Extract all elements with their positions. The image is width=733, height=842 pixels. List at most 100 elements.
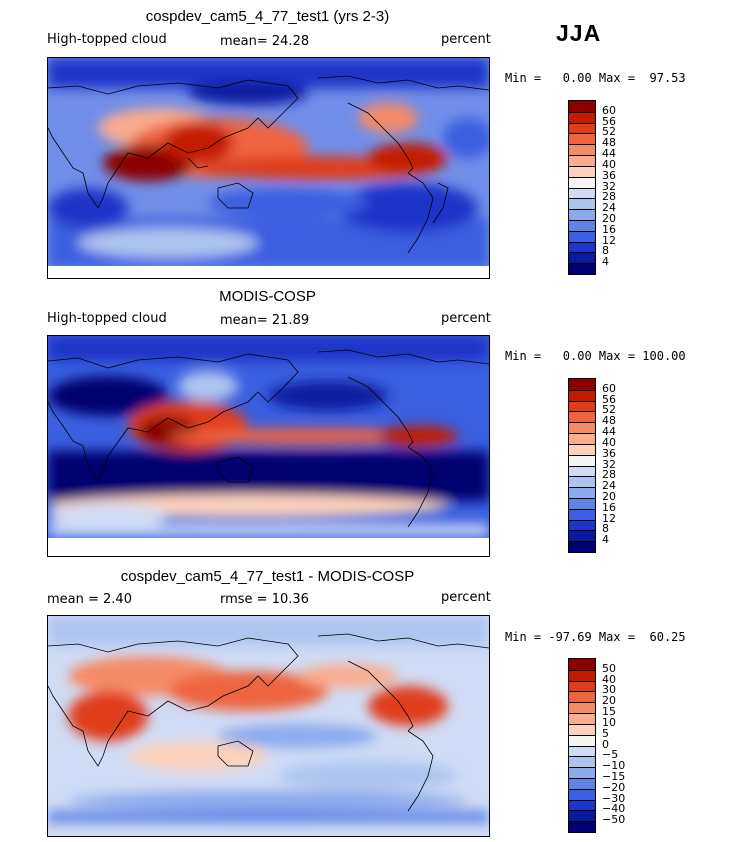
panel3-map-svg — [48, 616, 489, 836]
panel1-colorbar-ticks: 60 56 52 48 44 40 36 32 28 24 20 16 12 8 4 — [602, 100, 632, 273]
panel3-colorbar-tick: −20 — [602, 780, 626, 794]
panel3-colorbar-tick: −15 — [602, 769, 626, 783]
panel1-colorbar-box — [569, 252, 595, 264]
panel1-colorbar-tick: 52 — [602, 125, 616, 139]
panel1-colorbar-box — [569, 230, 595, 242]
panel3-minmax: Min = -97.69 Max = 60.25 — [505, 630, 686, 644]
panel3-colorbar-box — [569, 777, 595, 789]
panel2-colorbar-tick: 36 — [602, 446, 616, 460]
panel3-colorbar-box — [569, 680, 595, 692]
panel3-units-label: percent — [441, 590, 491, 605]
panel2-colorbar-tick: 8 — [602, 522, 609, 536]
panel3-colorbar-tick: −40 — [602, 802, 626, 816]
panel1-colorbar-box — [569, 187, 595, 199]
panel3-colorbar-tick: 50 — [602, 661, 616, 675]
panel2-colorbar-tick: 56 — [602, 392, 616, 406]
panel2-colorbar-box — [569, 530, 595, 542]
panel3-colorbar-box — [569, 745, 595, 757]
panel3-colorbar-box — [569, 734, 595, 746]
panel2-colorbar-tick: 12 — [602, 511, 616, 525]
panel3-colorbar — [568, 658, 596, 833]
panel3-colorbar-box — [569, 821, 595, 832]
panel3-colorbar-tick: 10 — [602, 715, 616, 729]
panel2-colorbar — [568, 378, 596, 553]
panel2-colorbar-box — [569, 454, 595, 466]
panel2-title: MODIS-COSP — [219, 288, 316, 305]
panel1-colorbar-box — [569, 263, 595, 274]
panel2-colorbar-tick: 48 — [602, 414, 616, 428]
panel1-colorbar — [568, 100, 596, 275]
panel3-rmse-label: rmse = 10.36 — [220, 592, 309, 607]
panel2-colorbar-tick: 16 — [602, 500, 616, 514]
panel3-colorbar-tick: 30 — [602, 683, 616, 697]
panel1-colorbar-tick: 32 — [602, 179, 616, 193]
panel2-minmax: Min = 0.00 Max = 100.00 — [505, 349, 686, 363]
panel2-mean-label: mean= 21.89 — [220, 313, 310, 328]
panel3-colorbar-box — [569, 659, 595, 670]
panel3-coastlines — [48, 633, 489, 812]
panel1-colorbar-tick: 40 — [602, 157, 616, 171]
panel1-colorbar-tick: 16 — [602, 222, 616, 236]
panel3-colorbar-box — [569, 810, 595, 822]
panel1-colorbar-box — [569, 101, 595, 112]
panel3-colorbar-box — [569, 723, 595, 735]
panel2-field — [48, 336, 489, 536]
panel3-colorbar-tick: 40 — [602, 672, 616, 686]
panel2-colorbar-tick: 60 — [602, 381, 616, 395]
panel2-colorbar-tick: 40 — [602, 435, 616, 449]
panel2-colorbar-box — [569, 379, 595, 390]
panel3-colorbar-box — [569, 713, 595, 724]
panel1-colorbar-box — [569, 209, 595, 220]
panel1-mean-label: mean= 24.28 — [220, 34, 310, 49]
panel1-title: cospdev_cam5_4_77_test1 (yrs 2-3) — [145, 8, 390, 25]
panel3-colorbar-box — [569, 799, 595, 811]
panel1-map — [47, 57, 490, 279]
panel1-colorbar-tick: 8 — [602, 244, 609, 258]
panel1-colorbar-box — [569, 176, 595, 188]
panel1-coastlines — [48, 75, 489, 254]
panel1-colorbar-tick: 60 — [602, 103, 616, 117]
panel3-colorbar-tick: −10 — [602, 759, 626, 773]
panel2-colorbar-box — [569, 465, 595, 477]
panel2-colorbar-tick: 4 — [602, 533, 609, 547]
panel1-colorbar-box — [569, 122, 595, 134]
panel2-colorbar-box — [569, 497, 595, 509]
panel2-missing-band — [48, 538, 489, 556]
panel3-title: cospdev_cam5_4_77_test1 - MODIS-COSP — [120, 568, 415, 585]
panel2-colorbar-box — [569, 476, 595, 488]
panel2-map — [47, 335, 490, 557]
panel2-colorbar-box — [569, 389, 595, 401]
panel1-units-label: percent — [441, 32, 491, 47]
panel2-colorbar-box — [569, 422, 595, 434]
panel3-colorbar-box — [569, 788, 595, 800]
panel2-map-svg — [48, 336, 489, 556]
panel2-colorbar-tick: 24 — [602, 479, 616, 493]
panel3-map — [47, 615, 490, 837]
panel2-colorbar-tick: 44 — [602, 425, 616, 439]
panel3-colorbar-tick: −5 — [602, 748, 619, 762]
panel3-colorbar-tick: 20 — [602, 694, 616, 708]
panel3-colorbar-box — [569, 669, 595, 681]
panel2-colorbar-box — [569, 443, 595, 455]
panel1-colorbar-tick: 20 — [602, 211, 616, 225]
panel2-colorbar-box — [569, 487, 595, 498]
panel1-map-svg — [48, 58, 489, 278]
panel1-colorbar-tick: 12 — [602, 233, 616, 247]
panel3-field — [48, 616, 489, 823]
panel1-colorbar-tick: 24 — [602, 201, 616, 215]
panel2-colorbar-box — [569, 411, 595, 423]
panel3-colorbar-tick: −50 — [602, 813, 626, 827]
panel3-colorbar-tick: 5 — [602, 726, 609, 740]
panel3-colorbar-tick: 15 — [602, 705, 616, 719]
panel3-colorbar-box — [569, 767, 595, 778]
panel2-colorbar-box — [569, 400, 595, 412]
panel1-variable-label: High-topped cloud — [47, 32, 167, 47]
panel1-colorbar-box — [569, 155, 595, 166]
panel1-minmax: Min = 0.00 Max = 97.53 — [505, 71, 686, 85]
panel3-colorbar-ticks: 50 40 30 20 15 10 5 0 −5 −10 −15 −20 −30 −40 −50 — [602, 658, 638, 831]
panel2-colorbar-tick: 32 — [602, 457, 616, 471]
panel2-colorbar-ticks: 60 56 52 48 44 40 36 32 28 24 20 16 12 8 4 — [602, 378, 632, 551]
panel1-colorbar-box — [569, 144, 595, 156]
panel2-variable-label: High-topped cloud — [47, 311, 167, 326]
panel1-colorbar-box — [569, 198, 595, 210]
